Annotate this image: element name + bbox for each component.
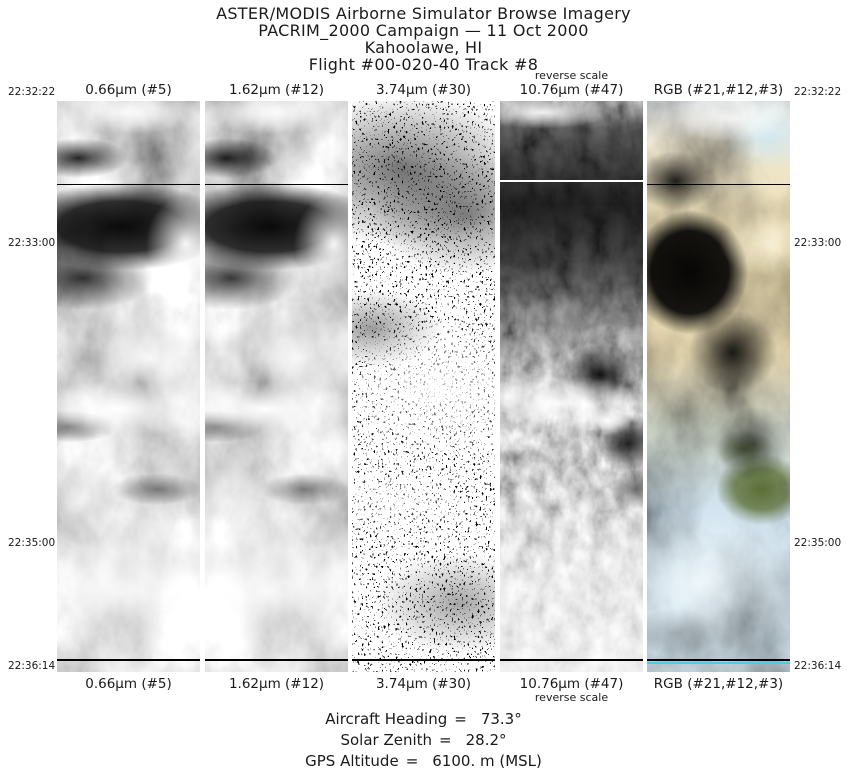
time-tick-right-1: 22:33:00: [794, 237, 842, 249]
gps-altitude-label: GPS Altitude: [305, 752, 399, 770]
title-line-1: ASTER/MODIS Airborne Simulator Browse Im…: [216, 4, 631, 23]
scanline-artifact: [647, 184, 790, 185]
aircraft-heading-label: Aircraft Heading: [325, 710, 448, 728]
scanline-artifact: [500, 659, 643, 661]
image-strip-10.76um: [500, 101, 643, 672]
time-tick-left-0: 22:32:22: [8, 86, 56, 98]
scanline-artifact-white: [500, 180, 643, 182]
band-label-bottom-3.74um: 3.74µm (#30): [375, 676, 472, 692]
time-tick-right-2: 22:35:00: [794, 537, 842, 549]
equals-sign: =: [405, 752, 419, 770]
band-label-top-10.76um: 10.76µm (#47): [519, 82, 624, 98]
bright-cloud-shading: [205, 101, 348, 672]
image-strip-rgb: [647, 101, 790, 672]
gps-altitude-value: 6100. m (MSL): [432, 752, 542, 770]
time-tick-right-3: 22:36:14: [794, 660, 842, 672]
time-tick-right-0: 22:32:22: [794, 86, 842, 98]
bright-cloud-shading: [352, 101, 495, 672]
title-line-2: PACRIM_2000 Campaign — 11 Oct 2000: [258, 21, 589, 40]
telemetry-footer: Aircraft Heading = 73.3° Solar Zenith = 28.2…: [0, 709, 847, 772]
solar-zenith-row: Solar Zenith = 28.2°: [0, 730, 847, 751]
image-strip-3.74um: [352, 101, 495, 672]
scanline-artifact-cyan: [647, 662, 790, 664]
reverse-scale-note-top: reverse scale: [534, 69, 609, 82]
scanline-artifact: [205, 184, 348, 185]
solar-zenith-label: Solar Zenith: [340, 731, 433, 749]
time-tick-left-3: 22:36:14: [8, 660, 56, 672]
band-label-top-3.74um: 3.74µm (#30): [375, 82, 472, 98]
band-label-top-0.66um: 0.66µm (#5): [85, 82, 172, 98]
scanline-artifact: [57, 184, 200, 185]
title-line-4: Flight #00-020-40 Track #8: [308, 55, 539, 74]
scanline-artifact: [205, 659, 348, 661]
solar-zenith-value: 28.2°: [465, 731, 507, 749]
title-line-3: Kahoolawe, HI: [364, 38, 483, 57]
bright-cloud-shading: [57, 101, 200, 672]
image-strip-1.62um: [205, 101, 348, 672]
reverse-scale-note-bottom: reverse scale: [534, 691, 609, 704]
scanline-artifact: [57, 659, 200, 661]
band-label-top-rgb: RGB (#21,#12,#3): [653, 82, 784, 98]
time-tick-left-2: 22:35:00: [8, 537, 56, 549]
time-tick-left-1: 22:33:00: [8, 237, 56, 249]
bright-cloud-shading: [647, 101, 790, 672]
scanline-artifact: [352, 659, 495, 661]
scanline-artifact: [647, 659, 790, 661]
band-label-bottom-1.62um: 1.62µm (#12): [228, 676, 325, 692]
title-block: ASTER/MODIS Airborne Simulator Browse Im…: [0, 5, 847, 73]
band-label-bottom-0.66um: 0.66µm (#5): [85, 676, 172, 692]
band-label-top-1.62um: 1.62µm (#12): [228, 82, 325, 98]
image-strip-0.66um: [57, 101, 200, 672]
band-label-bottom-10.76um: 10.76µm (#47): [519, 676, 624, 692]
band-label-bottom-rgb: RGB (#21,#12,#3): [653, 676, 784, 692]
aircraft-heading-value: 73.3°: [480, 710, 522, 728]
equals-sign: =: [439, 731, 452, 749]
gps-altitude-row: GPS Altitude = 6100. m (MSL): [0, 751, 847, 772]
equals-sign: =: [454, 710, 467, 728]
aircraft-heading-row: Aircraft Heading = 73.3°: [0, 709, 847, 730]
bright-cloud-shading: [500, 101, 643, 672]
